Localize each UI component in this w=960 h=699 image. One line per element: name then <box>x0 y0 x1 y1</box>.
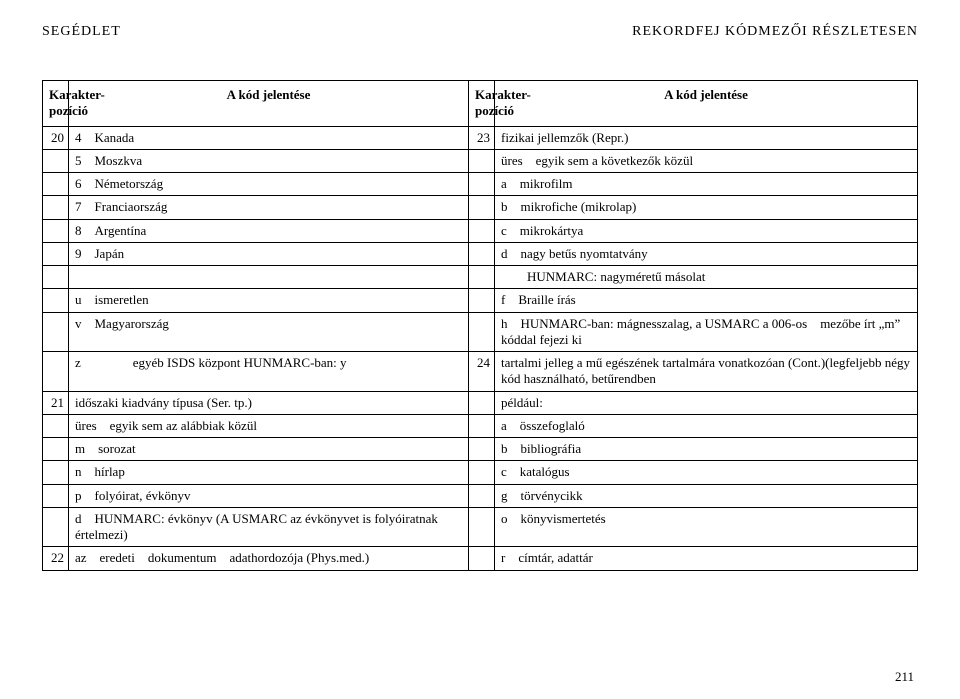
code-table: Karakter-pozíció A kód jelentése Karakte… <box>42 80 918 571</box>
cell-pos-a <box>43 242 69 265</box>
cell-pos-b <box>469 173 495 196</box>
cell-code-b: b bibliográfia <box>495 438 918 461</box>
cell-code-a: v Magyarország <box>69 312 469 352</box>
cell-pos-a <box>43 149 69 172</box>
cell-pos-b <box>469 196 495 219</box>
cell-code-a: az eredeti dokumentum adathordozója (Phy… <box>69 547 469 570</box>
th-pos-b: Karakter-pozíció <box>469 81 495 127</box>
cell-pos-a <box>43 484 69 507</box>
cell-pos-b <box>469 242 495 265</box>
table-row: z egyéb ISDS központ HUNMARC-ban: y24tar… <box>43 352 918 392</box>
cell-code-b: például: <box>495 391 918 414</box>
cell-code-a: n hírlap <box>69 461 469 484</box>
table-row: u ismeretlen f Braille írás <box>43 289 918 312</box>
cell-code-a: 9 Japán <box>69 242 469 265</box>
cell-pos-b: 24 <box>469 352 495 392</box>
cell-code-b: o könyvismertetés <box>495 507 918 547</box>
table-row: 204 Kanada23fizikai jellemzők (Repr.) <box>43 126 918 149</box>
cell-pos-a: 21 <box>43 391 69 414</box>
cell-pos-a <box>43 196 69 219</box>
cell-code-a: p folyóirat, évkönyv <box>69 484 469 507</box>
cell-code-a: 8 Argentína <box>69 219 469 242</box>
cell-pos-a <box>43 461 69 484</box>
cell-code-a <box>69 266 469 289</box>
cell-code-b: d nagy betűs nyomtatvány <box>495 242 918 265</box>
cell-code-b: c katalógus <box>495 461 918 484</box>
cell-code-a: m sorozat <box>69 438 469 461</box>
cell-pos-a <box>43 173 69 196</box>
cell-code-a: z egyéb ISDS központ HUNMARC-ban: y <box>69 352 469 392</box>
cell-code-b: f Braille írás <box>495 289 918 312</box>
cell-pos-b <box>469 438 495 461</box>
table-row: 22az eredeti dokumentum adathordozója (P… <box>43 547 918 570</box>
cell-code-a: 7 Franciaország <box>69 196 469 219</box>
table-row: 21időszaki kiadvány típusa (Ser. tp.) pél… <box>43 391 918 414</box>
running-head: SEGÉDLET REKORDFEJ KÓDMEZŐI RÉSZLETESEN <box>42 24 918 40</box>
cell-code-b: HUNMARC: nagyméretű másolat <box>495 266 918 289</box>
cell-pos-b <box>469 312 495 352</box>
table-row: 7 Franciaország b mikrofiche (mikrolap) <box>43 196 918 219</box>
cell-code-b: a mikrofilm <box>495 173 918 196</box>
th-code-a: A kód jelentése <box>69 81 469 127</box>
cell-code-a: időszaki kiadvány típusa (Ser. tp.) <box>69 391 469 414</box>
th-pos-a: Karakter-pozíció <box>43 81 69 127</box>
cell-code-b: c mikrokártya <box>495 219 918 242</box>
cell-pos-b <box>469 289 495 312</box>
table-row: n hírlap c katalógus <box>43 461 918 484</box>
table-row: 5 Moszkva üres egyik sem a következők köz… <box>43 149 918 172</box>
cell-code-b: h HUNMARC-ban: mágnesszalag, a USMARC a … <box>495 312 918 352</box>
table-row: v Magyarország h HUNMARC-ban: mágnesszala… <box>43 312 918 352</box>
cell-pos-a <box>43 289 69 312</box>
cell-code-a: 6 Németország <box>69 173 469 196</box>
cell-pos-a <box>43 219 69 242</box>
cell-code-b: r címtár, adattár <box>495 547 918 570</box>
cell-pos-a: 20 <box>43 126 69 149</box>
cell-pos-a: 22 <box>43 547 69 570</box>
table-row: 6 Németország a mikrofilm <box>43 173 918 196</box>
th-code-b: A kód jelentése <box>495 81 918 127</box>
cell-code-b: üres egyik sem a következők közül <box>495 149 918 172</box>
table-row: d HUNMARC: évkönyv (A USMARC az évkönyve… <box>43 507 918 547</box>
cell-pos-a <box>43 266 69 289</box>
running-head-left: SEGÉDLET <box>42 24 121 40</box>
cell-code-b: tartalmi jelleg a mű egészének tartalmár… <box>495 352 918 392</box>
cell-pos-b <box>469 547 495 570</box>
table-row: 9 Japán d nagy betűs nyomtatvány <box>43 242 918 265</box>
cell-pos-b <box>469 484 495 507</box>
cell-pos-a <box>43 507 69 547</box>
cell-pos-b <box>469 391 495 414</box>
table-row: HUNMARC: nagyméretű másolat <box>43 266 918 289</box>
cell-code-b: a összefoglaló <box>495 414 918 437</box>
cell-pos-a <box>43 438 69 461</box>
table-body: 204 Kanada23fizikai jellemzők (Repr.)5 M… <box>43 126 918 570</box>
cell-pos-b <box>469 219 495 242</box>
cell-code-b: b mikrofiche (mikrolap) <box>495 196 918 219</box>
cell-pos-b <box>469 507 495 547</box>
cell-pos-a <box>43 312 69 352</box>
table-row: m sorozat b bibliográfia <box>43 438 918 461</box>
cell-pos-b <box>469 414 495 437</box>
cell-code-a: 4 Kanada <box>69 126 469 149</box>
running-head-right: REKORDFEJ KÓDMEZŐI RÉSZLETESEN <box>632 24 918 40</box>
cell-pos-a <box>43 414 69 437</box>
cell-pos-b <box>469 461 495 484</box>
cell-code-b: g törvénycikk <box>495 484 918 507</box>
cell-pos-b: 23 <box>469 126 495 149</box>
cell-code-a: üres egyik sem az alábbiak közül <box>69 414 469 437</box>
table-row: p folyóirat, évkönyv g törvénycikk <box>43 484 918 507</box>
cell-pos-b <box>469 149 495 172</box>
cell-code-a: 5 Moszkva <box>69 149 469 172</box>
cell-pos-a <box>43 352 69 392</box>
cell-code-b: fizikai jellemzők (Repr.) <box>495 126 918 149</box>
table-row: 8 Argentína c mikrokártya <box>43 219 918 242</box>
page-number: 211 <box>895 669 914 685</box>
table-row: üres egyik sem az alábbiak közül a összef… <box>43 414 918 437</box>
cell-pos-b <box>469 266 495 289</box>
cell-code-a: u ismeretlen <box>69 289 469 312</box>
cell-code-a: d HUNMARC: évkönyv (A USMARC az évkönyve… <box>69 507 469 547</box>
